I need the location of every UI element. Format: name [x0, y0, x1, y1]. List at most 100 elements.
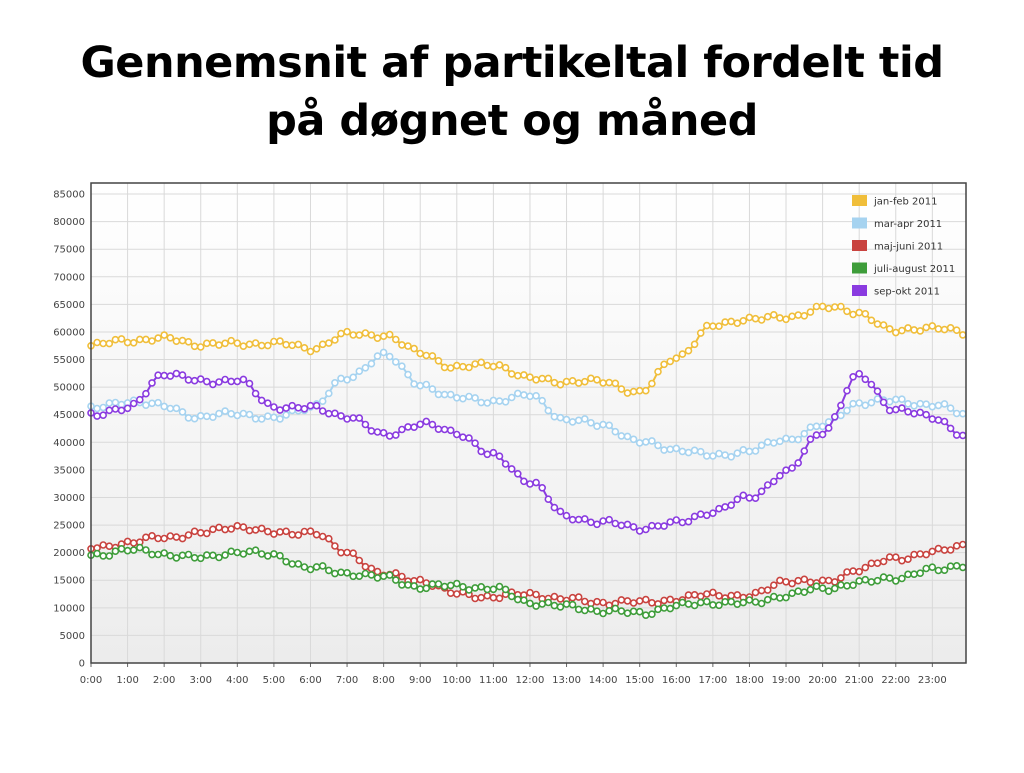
x-tick-label: 8:00 [372, 675, 394, 686]
data-point [416, 420, 425, 429]
data-point [532, 478, 540, 487]
data-point [934, 401, 943, 410]
data-point [99, 339, 107, 348]
data-point [782, 315, 790, 324]
data-point [593, 375, 601, 384]
data-point [209, 525, 217, 534]
data-point [489, 585, 498, 594]
data-point [709, 588, 717, 597]
data-point [922, 410, 931, 419]
x-tick-label: 4:00 [226, 675, 248, 686]
data-point [721, 597, 729, 606]
data-point [641, 525, 650, 534]
data-point [361, 329, 370, 337]
data-point [129, 338, 138, 347]
data-point [696, 447, 705, 456]
data-point [538, 483, 547, 492]
data-point [154, 334, 162, 342]
data-point [142, 533, 150, 542]
data-point [129, 546, 138, 554]
data-point [922, 400, 931, 409]
data-point [129, 399, 138, 408]
data-point [635, 439, 644, 447]
data-point [373, 352, 382, 360]
data-point [288, 341, 297, 350]
data-point [343, 327, 351, 336]
data-point [117, 406, 126, 415]
data-point [203, 551, 211, 559]
data-point [227, 409, 235, 418]
data-point [324, 566, 333, 575]
data-point [209, 339, 217, 347]
data-point [288, 530, 297, 539]
data-point [105, 552, 114, 560]
data-point [891, 577, 900, 585]
data-point [958, 563, 967, 572]
data-point [300, 404, 309, 413]
data-point [215, 378, 223, 386]
data-point [806, 308, 815, 316]
data-point [501, 460, 510, 468]
data-point [129, 539, 138, 547]
data-point [611, 519, 620, 528]
data-point [513, 595, 522, 604]
data-point [221, 551, 229, 559]
data-point [830, 412, 839, 421]
x-tick-label: 7:00 [336, 675, 358, 686]
data-point [349, 331, 358, 339]
data-point [343, 548, 351, 557]
data-point [940, 400, 949, 408]
data-point [952, 409, 961, 418]
x-tick-label: 12:00 [516, 675, 545, 686]
data-point [196, 343, 205, 351]
data-point [800, 447, 809, 455]
data-point [958, 331, 967, 339]
y-tick-label: 0 [79, 659, 85, 670]
y-tick-label: 70000 [53, 272, 85, 283]
data-point [654, 522, 662, 530]
data-point [885, 406, 894, 415]
data-point [367, 564, 376, 573]
data-point [148, 379, 156, 387]
data-point [818, 422, 827, 431]
data-point [160, 331, 168, 339]
data-point [843, 568, 851, 576]
data-point [641, 386, 650, 395]
data-point [245, 410, 254, 419]
data-point [288, 560, 297, 568]
data-point [166, 372, 175, 380]
data-point [562, 415, 571, 424]
data-point [398, 581, 406, 589]
data-point [684, 346, 693, 355]
data-point [361, 569, 370, 578]
data-point [343, 375, 351, 384]
data-point [568, 600, 577, 609]
data-point [337, 329, 345, 338]
data-point [337, 548, 345, 557]
data-point [556, 380, 565, 389]
data-point [459, 362, 467, 371]
data-point [709, 322, 717, 331]
data-point [172, 404, 181, 413]
data-point [861, 575, 870, 584]
data-point [227, 547, 235, 556]
series-juli-august-2011 [87, 543, 967, 620]
data-point [769, 581, 778, 590]
data-point [379, 428, 388, 437]
data-point [654, 605, 662, 614]
data-point [556, 603, 565, 611]
data-point [666, 518, 675, 526]
data-point [648, 379, 656, 388]
data-point [550, 503, 559, 512]
data-point [379, 348, 388, 357]
data-point [605, 421, 614, 430]
data-point [196, 411, 205, 420]
data-point [672, 601, 681, 610]
data-point [257, 341, 266, 350]
data-point [398, 341, 406, 349]
data-point [501, 363, 510, 372]
plot-frame [90, 182, 967, 664]
data-point [812, 431, 821, 439]
data-point [440, 363, 449, 372]
